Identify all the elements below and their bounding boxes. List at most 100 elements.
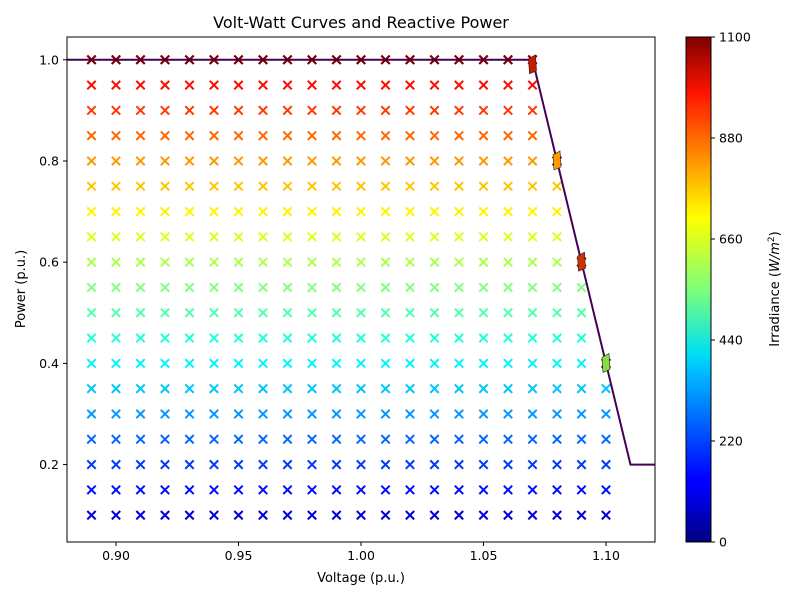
scatter-point bbox=[209, 383, 219, 394]
scatter-point bbox=[135, 80, 146, 90]
scatter-point bbox=[135, 130, 146, 141]
scatter-point bbox=[380, 80, 391, 90]
scatter-point bbox=[331, 358, 342, 369]
scatter-point bbox=[356, 459, 366, 470]
scatter-point bbox=[576, 307, 587, 318]
scatter-point bbox=[184, 434, 195, 445]
scatter-point bbox=[184, 282, 195, 293]
scatter-point bbox=[380, 510, 391, 521]
scatter-point bbox=[184, 383, 195, 394]
scatter-point bbox=[552, 307, 562, 318]
scatter-point bbox=[478, 206, 489, 217]
scatter-point bbox=[478, 409, 489, 419]
scatter-point bbox=[478, 257, 489, 268]
scatter-point bbox=[429, 510, 440, 521]
scatter-point bbox=[380, 484, 391, 495]
scatter-point bbox=[576, 459, 587, 470]
scatter-point bbox=[503, 80, 513, 90]
scatter-point bbox=[86, 130, 97, 141]
scatter-point bbox=[429, 307, 440, 318]
scatter-point bbox=[380, 206, 391, 217]
scatter-point bbox=[209, 484, 219, 495]
scatter-point bbox=[233, 257, 244, 268]
scatter-point bbox=[111, 383, 121, 394]
scatter-point bbox=[454, 434, 464, 445]
scatter-point bbox=[527, 409, 538, 419]
scatter-point bbox=[184, 459, 195, 470]
scatter-point bbox=[527, 510, 538, 521]
scatter-point bbox=[429, 181, 440, 192]
scatter-point bbox=[429, 130, 440, 141]
scatter-point bbox=[111, 130, 121, 141]
scatter-point bbox=[601, 383, 611, 394]
scatter-point bbox=[184, 484, 195, 495]
scatter-point bbox=[478, 459, 489, 470]
scatter-point bbox=[86, 257, 97, 268]
scatter-point bbox=[601, 510, 611, 521]
scatter-point bbox=[527, 206, 538, 217]
scatter-point bbox=[111, 358, 121, 369]
y-axis-ticks: 0.2 0.4 0.6 0.8 1.0 bbox=[39, 52, 67, 472]
scatter-point bbox=[233, 181, 244, 192]
scatter-point bbox=[86, 333, 97, 343]
scatter-point bbox=[282, 307, 293, 318]
scatter-point bbox=[307, 231, 317, 242]
scatter-point bbox=[282, 282, 293, 293]
scatter-point bbox=[233, 510, 244, 521]
scatter-point bbox=[331, 434, 342, 445]
scatter-point bbox=[552, 459, 562, 470]
scatter-point bbox=[86, 206, 97, 217]
scatter-point bbox=[184, 231, 195, 242]
colorbar-tick-label: 880 bbox=[719, 131, 743, 146]
colorbar-tick-label: 220 bbox=[719, 434, 743, 449]
scatter-point bbox=[111, 282, 121, 293]
scatter-point bbox=[405, 333, 415, 343]
scatter-point bbox=[454, 409, 464, 419]
scatter-point bbox=[184, 510, 195, 521]
scatter-point bbox=[135, 307, 146, 318]
scatter-point bbox=[282, 231, 293, 242]
scatter-point bbox=[380, 409, 391, 419]
scatter-point bbox=[209, 181, 219, 192]
scatter-point bbox=[160, 105, 170, 116]
colorbar-tick-label: 440 bbox=[719, 333, 743, 348]
scatter-point bbox=[552, 484, 562, 495]
x-axis-ticks: 0.90 0.95 1.00 1.05 1.10 bbox=[102, 542, 620, 563]
scatter-point bbox=[233, 307, 244, 318]
scatter-point bbox=[356, 257, 366, 268]
scatter-point bbox=[184, 307, 195, 318]
scatter-point bbox=[160, 484, 170, 495]
scatter-point bbox=[258, 282, 268, 293]
scatter-point bbox=[331, 231, 342, 242]
scatter-point bbox=[331, 459, 342, 470]
scatter-point bbox=[527, 231, 538, 242]
scatter-point bbox=[429, 80, 440, 90]
scatter-point bbox=[478, 130, 489, 141]
scatter-point bbox=[454, 510, 464, 521]
scatter-point bbox=[405, 484, 415, 495]
scatter-point bbox=[160, 231, 170, 242]
scatter-point bbox=[307, 80, 317, 90]
scatter-point bbox=[503, 156, 513, 166]
scatter-point bbox=[429, 333, 440, 343]
scatter-point bbox=[184, 333, 195, 343]
scatter-point bbox=[503, 130, 513, 141]
scatter-point bbox=[184, 409, 195, 419]
scatter-point bbox=[258, 510, 268, 521]
scatter-point bbox=[527, 130, 538, 141]
scatter-point bbox=[258, 231, 268, 242]
scatter-point bbox=[233, 130, 244, 141]
scatter-point bbox=[356, 130, 366, 141]
scatter-point bbox=[233, 484, 244, 495]
scatter-point bbox=[307, 156, 317, 166]
scatter-point bbox=[356, 307, 366, 318]
scatter-point bbox=[160, 307, 170, 318]
colorbar-label-sup: 2 bbox=[767, 236, 777, 242]
scatter-point bbox=[454, 484, 464, 495]
scatter-point bbox=[233, 206, 244, 217]
scatter-point bbox=[209, 231, 219, 242]
scatter-point bbox=[527, 80, 538, 90]
scatter-point bbox=[282, 510, 293, 521]
scatter-point bbox=[307, 307, 317, 318]
scatter-point bbox=[135, 434, 146, 445]
